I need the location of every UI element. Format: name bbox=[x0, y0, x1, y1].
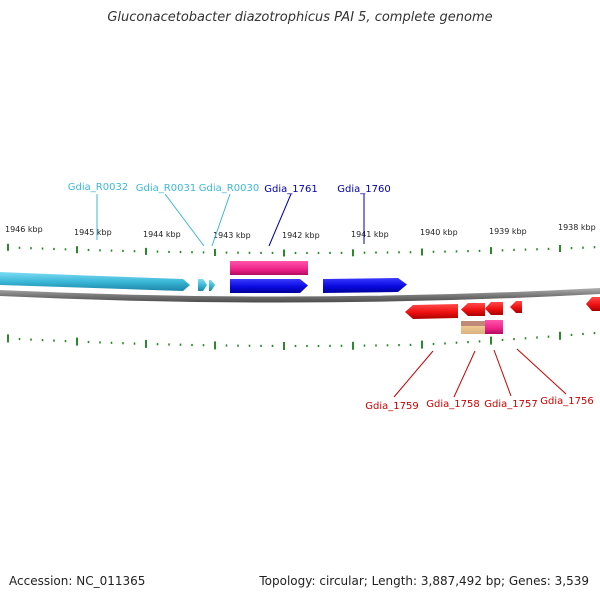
gene-gdia-1757[interactable] bbox=[485, 302, 503, 315]
scale-labels: 1946 kbp 1945 kbp 1944 kbp 1943 kbp 1942… bbox=[5, 223, 596, 240]
scale-label: 1942 kbp bbox=[282, 231, 320, 240]
overlay-feature-brown[interactable] bbox=[461, 321, 485, 326]
leader-line bbox=[516, 348, 567, 395]
gene-label-gdia-1760[interactable]: Gdia_1760 bbox=[337, 184, 390, 195]
genome-stats-label: Topology: circular; Length: 3,887,492 bp… bbox=[259, 574, 589, 588]
scale-label: 1944 kbp bbox=[143, 230, 181, 239]
leader-lines-top bbox=[96, 193, 365, 247]
leader-line bbox=[211, 193, 231, 247]
scale-label: 1940 kbp bbox=[420, 228, 458, 237]
leader-line bbox=[453, 350, 476, 398]
accession-label: Accession: NC_011365 bbox=[9, 574, 146, 588]
scale-label: 1941 kbp bbox=[351, 230, 389, 239]
genome-title: Gluconacetobacter diazotrophicus PAI 5, … bbox=[107, 10, 493, 25]
leader-line bbox=[493, 349, 512, 397]
gene-label-gdia-1757[interactable]: Gdia_1757 bbox=[484, 399, 537, 410]
overlay-feature-tan[interactable] bbox=[461, 326, 485, 334]
gene-label-gdia-1759[interactable]: Gdia_1759 bbox=[365, 401, 418, 412]
leader-line bbox=[164, 193, 205, 247]
scale-label: 1946 kbp bbox=[5, 225, 43, 234]
gene-gdia-r0032[interactable] bbox=[0, 272, 190, 291]
scale-label: 1938 kbp bbox=[558, 223, 596, 232]
overlay-feature-pink[interactable] bbox=[230, 261, 308, 275]
genome-backbone bbox=[0, 288, 600, 303]
gene-gdia-1758[interactable] bbox=[461, 303, 485, 316]
gene-label-gdia-r0030[interactable]: Gdia_R0030 bbox=[199, 183, 259, 194]
gene-gdia-r0031[interactable] bbox=[198, 279, 207, 291]
scale-label: 1943 kbp bbox=[213, 231, 251, 240]
gene-labels-top: Gdia_R0032 Gdia_R0031 Gdia_R0030 Gdia_17… bbox=[68, 182, 391, 195]
scale-label: 1945 kbp bbox=[74, 228, 112, 237]
tick-row-lower bbox=[7, 331, 596, 350]
gene-gdia-r0030[interactable] bbox=[209, 280, 215, 291]
scale-label: 1939 kbp bbox=[489, 227, 527, 236]
gene-gdia-1756[interactable] bbox=[510, 301, 522, 313]
leader-line bbox=[393, 350, 434, 398]
leader-line bbox=[268, 193, 292, 247]
gene-gdia-1759[interactable] bbox=[405, 304, 458, 319]
gene-label-gdia-1756[interactable]: Gdia_1756 bbox=[540, 396, 593, 407]
gene-label-gdia-1758[interactable]: Gdia_1758 bbox=[426, 399, 479, 410]
gene-partial-right[interactable] bbox=[586, 297, 600, 311]
gene-gdia-1761[interactable] bbox=[230, 279, 308, 293]
tick-row-upper bbox=[7, 243, 596, 257]
gene-labels-bottom: Gdia_1759 Gdia_1758 Gdia_1757 Gdia_1756 bbox=[365, 396, 593, 412]
overlay-feature-pink-small[interactable] bbox=[485, 320, 503, 334]
gene-label-gdia-1761[interactable]: Gdia_1761 bbox=[264, 184, 317, 195]
gene-label-gdia-r0031[interactable]: Gdia_R0031 bbox=[136, 183, 196, 194]
gene-label-gdia-r0032[interactable]: Gdia_R0032 bbox=[68, 182, 128, 193]
gene-gdia-1760[interactable] bbox=[323, 278, 407, 293]
leader-lines-bottom bbox=[393, 348, 567, 398]
